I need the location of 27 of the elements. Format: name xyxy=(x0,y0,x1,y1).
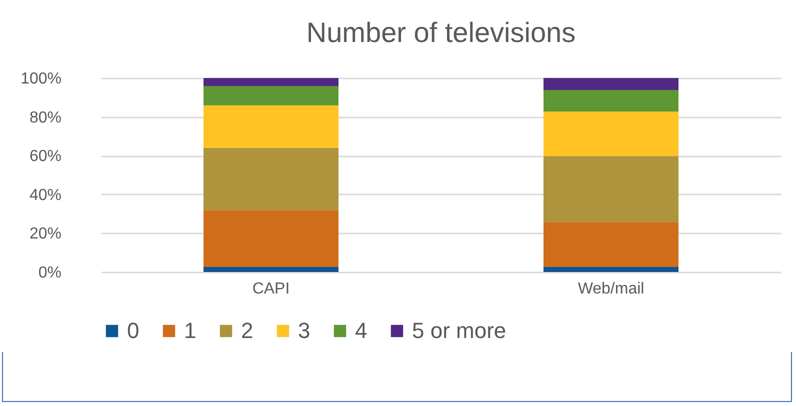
y-tick-label: 0% xyxy=(38,264,62,282)
bar xyxy=(544,90,678,112)
legend-label: 5 or more xyxy=(412,318,506,343)
bar xyxy=(204,86,338,106)
legend-label: 3 xyxy=(298,318,310,343)
bar xyxy=(544,266,678,272)
bar xyxy=(544,78,678,90)
bar xyxy=(544,156,678,222)
bar xyxy=(204,148,338,210)
y-tick-label: 60% xyxy=(29,148,62,166)
x-tick-label: CAPI xyxy=(252,280,290,298)
x-tick-label: Web/mail xyxy=(578,280,644,298)
chart-title: Number of televisions xyxy=(306,17,576,48)
y-tick-label: 80% xyxy=(29,109,62,126)
bar xyxy=(544,112,678,156)
bar xyxy=(204,78,338,86)
bar xyxy=(204,105,338,148)
legend-label: 0 xyxy=(127,318,140,343)
y-tick-label: 100% xyxy=(20,70,62,88)
legend-label: 1 xyxy=(184,318,196,343)
legend-label: 4 xyxy=(355,318,368,343)
bar xyxy=(544,222,678,267)
y-tick-label: 40% xyxy=(29,186,62,204)
y-tick-label: 20% xyxy=(29,226,62,243)
bar xyxy=(204,210,338,267)
legend-label: 2 xyxy=(241,318,254,343)
bar xyxy=(204,266,338,272)
